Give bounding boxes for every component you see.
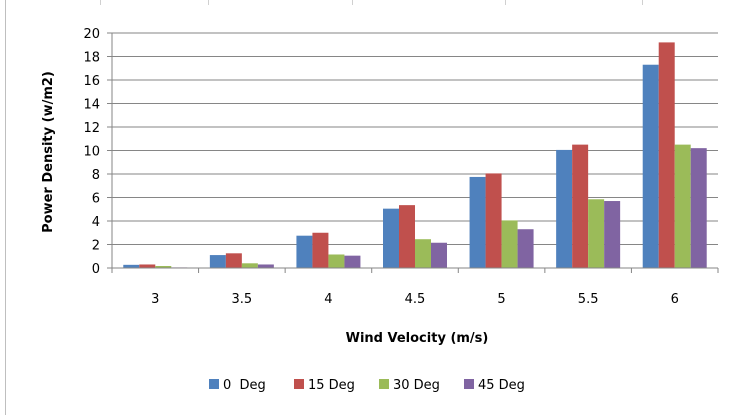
bar	[572, 144, 589, 268]
top-tick	[100, 0, 101, 5]
bar	[690, 148, 707, 268]
bar	[674, 144, 691, 268]
y-tick-label: 12	[83, 121, 100, 136]
y-tick-label: 6	[92, 192, 100, 207]
legend-label: 0 Deg	[223, 378, 266, 393]
legend-swatch	[379, 379, 389, 389]
legend-swatch	[294, 379, 304, 389]
legend-label: 15 Deg	[308, 378, 355, 393]
y-tick-label: 14	[83, 98, 100, 113]
x-tick-label: 4.5	[405, 292, 426, 307]
x-tick-label: 5	[497, 292, 505, 307]
top-tick	[352, 0, 353, 5]
axes	[111, 33, 718, 269]
y-tick-label: 0	[92, 262, 100, 277]
y-tick-label: 18	[83, 51, 100, 66]
legend-swatch	[209, 379, 219, 389]
bar	[344, 255, 361, 268]
x-tick-label: 5.5	[578, 292, 599, 307]
top-tick	[505, 0, 506, 5]
bar	[469, 176, 486, 268]
y-tick-label: 10	[83, 145, 100, 160]
frame-left-border	[5, 0, 6, 415]
y-tick-label: 8	[92, 168, 100, 183]
bar	[257, 264, 274, 268]
bar	[241, 263, 258, 268]
x-tick-label: 4	[324, 292, 332, 307]
y-tick-label: 16	[83, 74, 100, 89]
frame-top-ticks	[0, 0, 729, 6]
bar	[296, 235, 313, 268]
bar	[225, 253, 242, 268]
legend: 0 Deg 15 Deg 30 Deg 45 Deg	[209, 378, 525, 393]
bar	[328, 254, 345, 268]
bar	[604, 201, 621, 268]
bar	[642, 64, 659, 268]
bar	[485, 173, 502, 268]
y-tick-label: 2	[92, 239, 100, 254]
bar	[517, 229, 534, 268]
bar	[139, 264, 156, 268]
bar	[155, 266, 172, 268]
x-tick-labels: 3 3.5 4 4.5 5 5.5 6	[151, 292, 679, 307]
bars	[123, 42, 707, 269]
top-tick	[208, 0, 209, 5]
y-tick-label: 4	[92, 215, 100, 230]
x-tick-label: 3	[151, 292, 159, 307]
bar	[431, 242, 447, 268]
bar	[658, 42, 675, 269]
top-tick	[642, 0, 643, 5]
bar	[123, 264, 140, 268]
x-tick-label: 3.5	[232, 292, 253, 307]
y-axis-label: Power Density (w/m2)	[41, 71, 56, 233]
bar	[501, 220, 518, 268]
bar	[399, 205, 415, 268]
legend-label: 45 Deg	[478, 378, 525, 393]
bar	[415, 239, 431, 268]
bar	[209, 255, 226, 268]
y-tick-labels: 0 2 4 6 8 10 12 14 16 18 20	[83, 27, 100, 277]
x-tick-label: 6	[671, 292, 679, 307]
bar	[383, 208, 399, 268]
legend-label: 30 Deg	[393, 378, 440, 393]
y-tick-label: 20	[83, 27, 100, 42]
x-axis-label: Wind Velocity (m/s)	[346, 331, 489, 346]
bar	[312, 232, 329, 268]
bar	[588, 199, 605, 268]
legend-swatch	[464, 379, 474, 389]
bar	[556, 149, 573, 268]
